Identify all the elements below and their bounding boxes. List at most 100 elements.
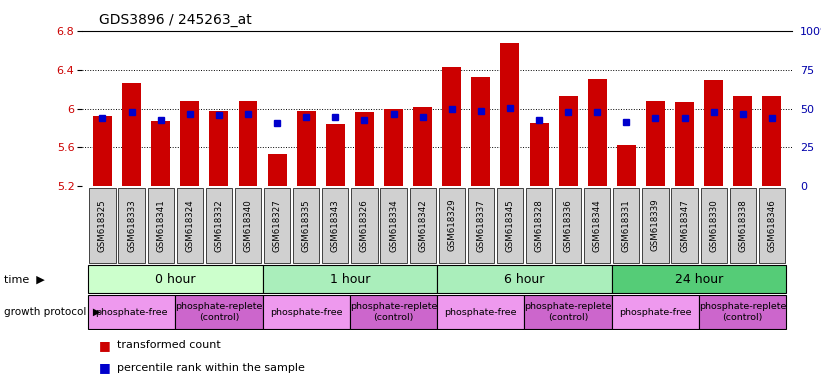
Bar — [530, 123, 548, 186]
FancyBboxPatch shape — [177, 188, 203, 263]
Text: GSM618325: GSM618325 — [98, 199, 107, 252]
Text: 6 hour: 6 hour — [504, 273, 544, 286]
FancyBboxPatch shape — [555, 188, 581, 263]
Text: 24 hour: 24 hour — [675, 273, 723, 286]
FancyBboxPatch shape — [438, 295, 525, 329]
FancyBboxPatch shape — [175, 295, 263, 329]
Text: time  ▶: time ▶ — [4, 274, 45, 284]
Bar — [413, 107, 432, 186]
FancyBboxPatch shape — [380, 188, 406, 263]
FancyBboxPatch shape — [322, 188, 348, 263]
Bar — [239, 101, 258, 186]
Text: GSM618335: GSM618335 — [301, 199, 310, 252]
Bar — [384, 109, 403, 186]
Bar — [559, 96, 578, 186]
Text: phosphate-free: phosphate-free — [95, 308, 167, 317]
Text: GSM618336: GSM618336 — [564, 199, 573, 252]
Text: GSM618332: GSM618332 — [214, 199, 223, 252]
FancyBboxPatch shape — [642, 188, 668, 263]
FancyBboxPatch shape — [612, 295, 699, 329]
FancyBboxPatch shape — [497, 188, 523, 263]
Text: GSM618329: GSM618329 — [447, 199, 456, 252]
Text: GSM618324: GSM618324 — [186, 199, 195, 252]
FancyBboxPatch shape — [438, 188, 465, 263]
FancyBboxPatch shape — [672, 188, 698, 263]
FancyBboxPatch shape — [264, 188, 290, 263]
Text: GSM618337: GSM618337 — [476, 199, 485, 252]
Bar — [209, 111, 228, 186]
Bar — [501, 43, 520, 186]
FancyBboxPatch shape — [350, 295, 438, 329]
Text: GDS3896 / 245263_at: GDS3896 / 245263_at — [99, 13, 251, 27]
Bar — [704, 79, 723, 186]
Text: phosphate-replete
(control): phosphate-replete (control) — [350, 303, 438, 322]
FancyBboxPatch shape — [89, 188, 116, 263]
Text: GSM618344: GSM618344 — [593, 199, 602, 252]
Bar — [181, 101, 200, 186]
FancyBboxPatch shape — [613, 188, 640, 263]
Text: percentile rank within the sample: percentile rank within the sample — [117, 362, 305, 372]
Text: 0 hour: 0 hour — [155, 273, 195, 286]
FancyBboxPatch shape — [263, 295, 350, 329]
Bar — [675, 102, 694, 186]
FancyBboxPatch shape — [351, 188, 378, 263]
Bar — [588, 79, 607, 186]
FancyBboxPatch shape — [118, 188, 144, 263]
Text: 1 hour: 1 hour — [330, 273, 370, 286]
FancyBboxPatch shape — [235, 188, 261, 263]
Bar — [355, 112, 374, 186]
Bar — [326, 124, 345, 186]
Text: phosphate-free: phosphate-free — [619, 308, 692, 317]
Text: GSM618326: GSM618326 — [360, 199, 369, 252]
FancyBboxPatch shape — [700, 188, 727, 263]
Text: GSM618328: GSM618328 — [534, 199, 544, 252]
FancyBboxPatch shape — [730, 188, 756, 263]
Bar — [471, 77, 490, 186]
Text: GSM618327: GSM618327 — [273, 199, 282, 252]
Text: phosphate-free: phosphate-free — [270, 308, 342, 317]
Bar — [763, 96, 782, 186]
FancyBboxPatch shape — [438, 265, 612, 293]
FancyBboxPatch shape — [410, 188, 436, 263]
Text: GSM618347: GSM618347 — [680, 199, 689, 252]
Bar — [122, 83, 141, 186]
Bar — [151, 121, 170, 186]
Text: phosphate-free: phosphate-free — [445, 308, 517, 317]
Bar — [93, 116, 112, 186]
Bar — [443, 67, 461, 186]
FancyBboxPatch shape — [699, 295, 787, 329]
Text: GSM618333: GSM618333 — [127, 199, 136, 252]
Bar — [617, 144, 635, 186]
Bar — [268, 154, 287, 186]
FancyBboxPatch shape — [148, 188, 174, 263]
Text: GSM618339: GSM618339 — [651, 199, 660, 252]
Text: GSM618346: GSM618346 — [768, 199, 777, 252]
FancyBboxPatch shape — [88, 295, 175, 329]
Bar — [733, 96, 752, 186]
Text: GSM618341: GSM618341 — [156, 199, 165, 252]
Text: GSM618331: GSM618331 — [621, 199, 631, 252]
Text: phosphate-replete
(control): phosphate-replete (control) — [525, 303, 612, 322]
FancyBboxPatch shape — [468, 188, 494, 263]
FancyBboxPatch shape — [88, 265, 263, 293]
FancyBboxPatch shape — [526, 188, 553, 263]
Text: GSM618334: GSM618334 — [389, 199, 398, 252]
Text: growth protocol  ▶: growth protocol ▶ — [4, 307, 101, 317]
FancyBboxPatch shape — [293, 188, 319, 263]
FancyBboxPatch shape — [759, 188, 785, 263]
Text: GSM618340: GSM618340 — [244, 199, 253, 252]
Text: GSM618345: GSM618345 — [506, 199, 515, 252]
Text: ■: ■ — [99, 339, 114, 352]
Text: GSM618343: GSM618343 — [331, 199, 340, 252]
FancyBboxPatch shape — [612, 265, 787, 293]
Text: ■: ■ — [99, 361, 114, 374]
Bar — [646, 101, 665, 186]
Text: transformed count: transformed count — [117, 340, 220, 350]
Text: GSM618342: GSM618342 — [418, 199, 427, 252]
Text: phosphate-replete
(control): phosphate-replete (control) — [175, 303, 263, 322]
FancyBboxPatch shape — [206, 188, 232, 263]
FancyBboxPatch shape — [585, 188, 610, 263]
Text: GSM618338: GSM618338 — [738, 199, 747, 252]
Text: GSM618330: GSM618330 — [709, 199, 718, 252]
Bar — [296, 111, 315, 186]
